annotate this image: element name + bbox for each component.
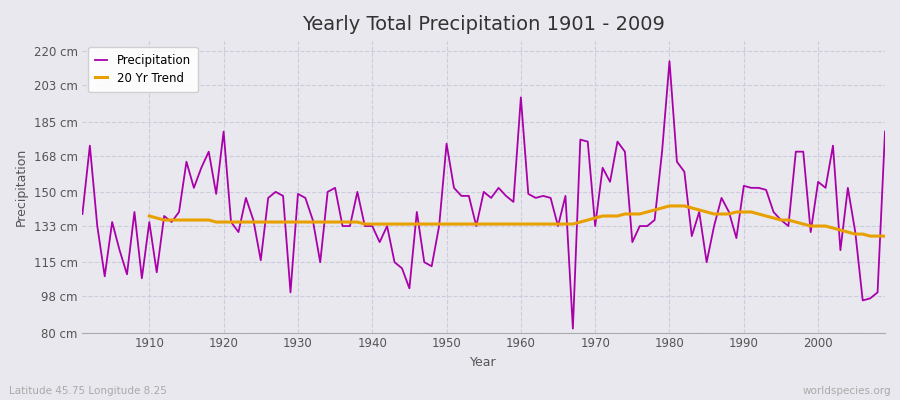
20 Yr Trend [828,226,839,230]
X-axis label: Year: Year [471,356,497,369]
Precipitation [879,129,890,134]
Precipitation [516,95,526,100]
Precipitation [664,59,675,64]
20 Yr Trend [850,232,860,236]
Line: 20 Yr Trend: 20 Yr Trend [149,206,885,236]
Title: Yearly Total Precipitation 1901 - 2009: Yearly Total Precipitation 1901 - 2009 [302,15,665,34]
Line: Precipitation: Precipitation [83,61,885,328]
Precipitation [300,196,310,200]
Precipitation [612,139,623,144]
Precipitation [345,224,356,228]
20 Yr Trend [315,220,326,224]
Text: worldspecies.org: worldspecies.org [803,386,891,396]
Precipitation [77,212,88,216]
Precipitation [508,200,518,204]
Precipitation [137,276,148,281]
Text: Latitude 45.75 Longitude 8.25: Latitude 45.75 Longitude 8.25 [9,386,166,396]
20 Yr Trend [582,218,593,222]
Y-axis label: Precipitation: Precipitation [15,148,28,226]
Legend: Precipitation, 20 Yr Trend: Precipitation, 20 Yr Trend [88,47,198,92]
20 Yr Trend [144,214,155,218]
20 Yr Trend [523,222,534,226]
20 Yr Trend [285,220,296,224]
20 Yr Trend [664,204,675,208]
Precipitation [568,326,579,331]
20 Yr Trend [879,234,890,238]
20 Yr Trend [865,234,876,238]
